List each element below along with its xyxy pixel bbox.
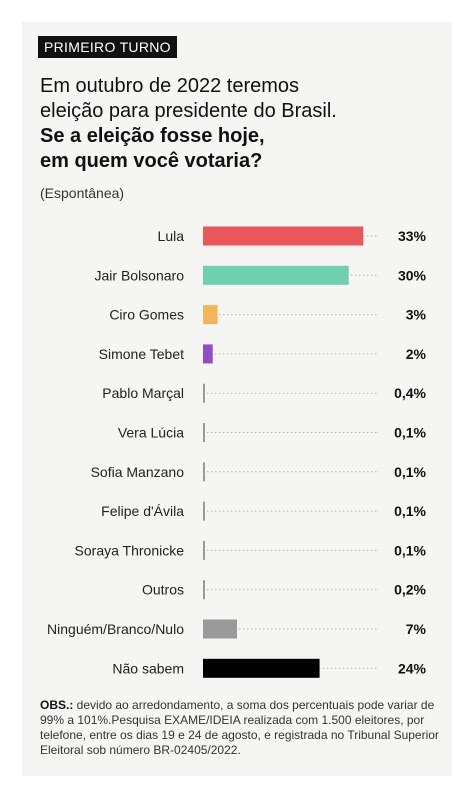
category-label: Ciro Gomes <box>109 307 184 323</box>
bar <box>203 344 213 364</box>
value-label: 0,1% <box>394 503 426 519</box>
footnote-text: devido ao arredondamento, a soma dos per… <box>40 698 439 757</box>
headline-line-1: Em outubro de 2022 teremos <box>40 75 300 97</box>
bar <box>203 501 205 521</box>
value-label: 2% <box>406 346 427 362</box>
bar-chart: Lula 33% Jair Bolsonaro 30% Ciro Gomes 3% Simo… <box>47 226 427 678</box>
footnote-label: OBS.: <box>40 698 74 712</box>
chart-card: PRIMEIRO TURNO Em outubro de 2022 teremo… <box>22 22 452 776</box>
bar <box>203 226 364 246</box>
value-label: 33% <box>398 228 427 244</box>
value-label: 30% <box>398 267 427 283</box>
value-label: 3% <box>406 307 427 323</box>
value-label: 0,1% <box>394 464 426 480</box>
bar <box>203 658 320 678</box>
category-label: Não sabem <box>112 660 184 676</box>
category-label: Simone Tebet <box>99 346 184 362</box>
value-label: 0,1% <box>394 542 426 558</box>
bar <box>203 580 205 600</box>
bar <box>203 540 205 560</box>
category-label: Sofia Manzano <box>91 464 185 480</box>
headline-line-2: eleição para presidente do Brasil. <box>40 100 337 122</box>
footnote: OBS.: devido ao arredondamento, a soma d… <box>40 698 440 758</box>
value-label: 0,1% <box>394 425 426 441</box>
bar <box>203 619 237 639</box>
bar <box>203 305 218 325</box>
category-label: Vera Lúcia <box>118 425 184 441</box>
bar <box>203 265 349 285</box>
category-label: Soraya Thronicke <box>75 542 185 558</box>
subtitle: (Espontânea) <box>40 185 125 201</box>
category-label: Felipe d'Ávila <box>101 503 184 519</box>
category-label: Ninguém/Branco/Nulo <box>47 621 184 637</box>
question-line-1: Se a eleição fosse hoje, <box>40 125 265 147</box>
bar <box>203 423 205 442</box>
value-label: 7% <box>406 621 427 637</box>
category-label: Jair Bolsonaro <box>95 267 185 283</box>
bar <box>203 462 205 482</box>
question-line-2: em quem você votaria? <box>40 150 263 172</box>
value-label: 24% <box>398 660 427 676</box>
headline: Em outubro de 2022 teremos eleição para … <box>40 74 440 174</box>
category-label: Outros <box>142 582 184 598</box>
value-label: 0,2% <box>394 582 426 598</box>
category-label: Pablo Marçal <box>102 385 184 401</box>
round-tag: PRIMEIRO TURNO <box>38 36 177 58</box>
value-label: 0,4% <box>394 385 426 401</box>
category-label: Lula <box>158 228 185 244</box>
bar <box>203 383 205 403</box>
